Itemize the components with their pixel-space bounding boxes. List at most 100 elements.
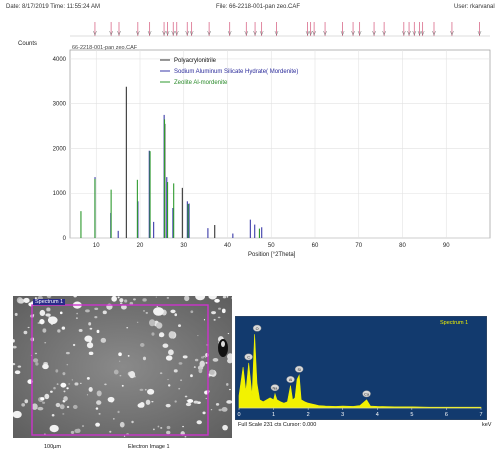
x-tick-label: 70 [355, 243, 362, 249]
sem-particle [80, 382, 82, 385]
sem-particle [44, 393, 50, 400]
sem-particle [32, 314, 35, 316]
sem-particle [197, 335, 199, 337]
sem-particle [47, 316, 58, 325]
eds-tick-label: 2 [307, 412, 310, 418]
sem-particle [17, 365, 22, 368]
sem-particle [74, 382, 79, 386]
sem-particle [142, 298, 147, 302]
sem-particle [14, 370, 21, 375]
sem-particle [168, 349, 174, 356]
sem-particle [68, 383, 71, 385]
sem-particle [86, 376, 90, 380]
sem-particle [170, 309, 176, 314]
header-user: User: rkarvanal [454, 4, 495, 10]
sem-particle [44, 342, 47, 344]
sem-particle [23, 297, 30, 303]
sem-particle [66, 363, 69, 366]
sem-particle [63, 390, 66, 393]
sem-particle [178, 362, 183, 365]
sem-particle [228, 388, 231, 391]
sem-particle [166, 425, 171, 430]
sem-particle [139, 401, 145, 408]
eds-tick-label: 6 [445, 412, 448, 418]
sem-particle [121, 304, 127, 310]
sem-particle [56, 383, 59, 385]
sem-particle [202, 411, 206, 415]
x-tick-label: 40 [224, 243, 231, 249]
sem-particle [42, 363, 49, 370]
sem-particle [160, 427, 163, 429]
sem-particle [153, 307, 164, 316]
sem-particle [95, 422, 100, 427]
sem-particle [213, 318, 216, 321]
sem-particle [117, 296, 120, 299]
sem-particle [102, 310, 107, 315]
sem-image: Spectrum 1 [13, 296, 232, 438]
y-tick-label: 1000 [53, 191, 67, 197]
sem-particle [227, 333, 230, 335]
sem-particle [23, 330, 28, 335]
sem-particle [119, 298, 124, 303]
sem-particle [51, 413, 55, 417]
sem-particle [74, 428, 80, 433]
sem-particle [84, 335, 93, 342]
inner-title: 66-2218-001-pan zeo.CAF [72, 45, 138, 51]
eds-footer: Full Scale 231 cts Cursor: 0.000 [238, 422, 317, 428]
sem-particle [88, 322, 92, 326]
sem-particle [133, 298, 136, 301]
sem-particle [149, 319, 156, 327]
sem-particle [198, 368, 203, 374]
sem-particle [40, 397, 45, 401]
sem-particle [131, 420, 134, 424]
sem-particle [139, 388, 144, 391]
sem-particle [184, 395, 188, 398]
sem-particle [81, 425, 85, 427]
sem-particle [193, 366, 196, 368]
sem-particle [127, 354, 130, 357]
sem-particle [13, 339, 15, 343]
eds-spectrum: Spectrum 1 C O Na Al Si Ca 0 1 2 3 4 5 6 7 [235, 316, 487, 420]
sem-particle [186, 399, 188, 401]
sem-particle [174, 313, 178, 317]
sem-particle [42, 328, 47, 333]
eds-peak-marker-Si [294, 365, 304, 373]
sem-particle [153, 428, 155, 431]
plot-grid [70, 50, 490, 239]
sem-particle [200, 356, 205, 359]
sem-particle [222, 424, 228, 431]
sem-micrograph [13, 296, 232, 438]
axis-ticks: 0 1000 2000 3000 4000 10 20 30 40 50 60 70 80 90 [53, 57, 451, 249]
legend-zeolite: Zeolite Al-mordenite [174, 80, 228, 86]
sem-particle [145, 312, 149, 314]
sem-particle [13, 345, 17, 349]
sem-particle [205, 397, 207, 400]
sem-particle [86, 394, 89, 396]
sem-particle [126, 327, 129, 329]
sem-particle [18, 298, 25, 304]
sem-particle [21, 403, 26, 407]
sem-particle [129, 371, 136, 379]
eds-peak-label-C: C [247, 356, 250, 360]
sem-particle [124, 299, 128, 303]
sem-particle [119, 421, 125, 428]
eds-ticks: 0 1 2 3 4 5 6 7 [237, 408, 483, 418]
sem-particle [14, 312, 18, 316]
sem-particle [76, 312, 79, 315]
eds-peak-label-Si: Si [297, 368, 301, 372]
sem-particle [62, 372, 66, 376]
eds-peak-marker-Ca [362, 390, 371, 398]
sem-particle [143, 310, 145, 312]
sem-particle [158, 332, 165, 338]
sem-particle [182, 355, 188, 359]
sem-particle [46, 296, 52, 298]
sem-particle [100, 337, 107, 343]
sem-particle [95, 407, 99, 410]
sem-particle [212, 358, 219, 362]
sem-particle [203, 319, 206, 321]
sem-particle [173, 369, 178, 373]
sem-particle [165, 355, 173, 361]
sem-particle [162, 343, 169, 348]
sem-particle [119, 360, 121, 362]
sem-particle [50, 390, 53, 393]
